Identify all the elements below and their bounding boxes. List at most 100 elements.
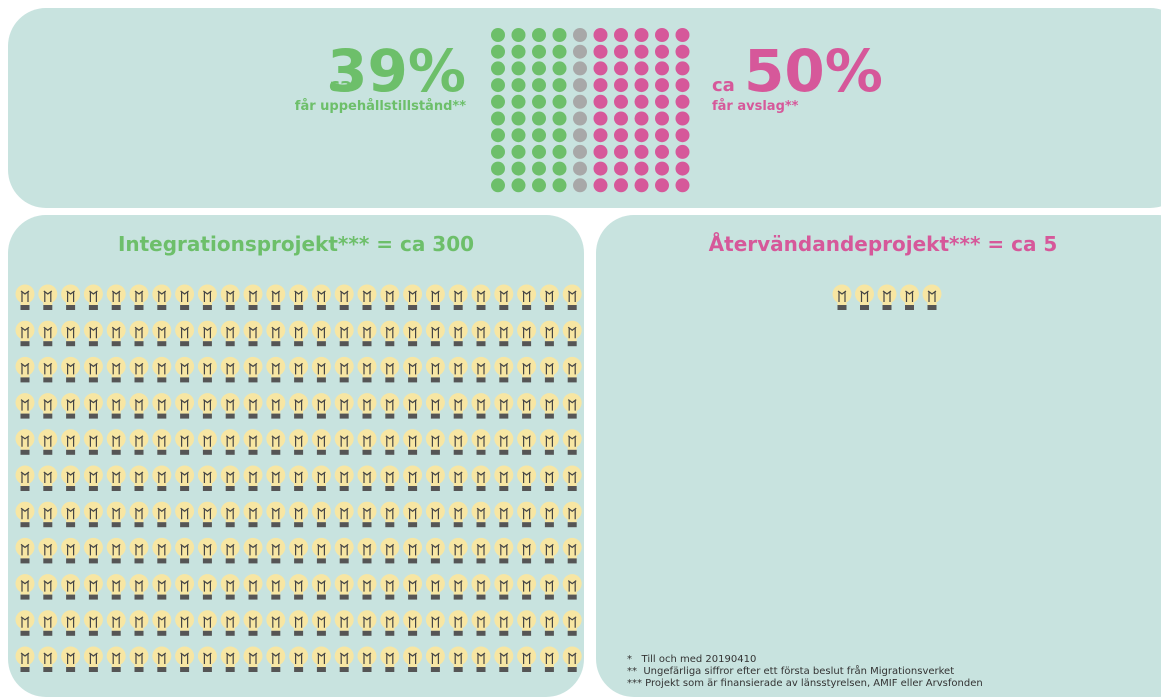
bulb-filament [339, 362, 349, 375]
bulb-neck [927, 301, 937, 305]
bulb-base [567, 305, 577, 310]
bulb-neck [66, 518, 76, 523]
bulb-icon [83, 356, 103, 383]
bulb-filament [203, 543, 212, 556]
bulb-neck [316, 445, 326, 450]
bulb-base [499, 486, 509, 491]
bulb-filament [567, 326, 577, 339]
bulb-filament [385, 435, 395, 447]
bulb-filament [499, 326, 509, 339]
bulb-filament [499, 580, 509, 592]
bulb-base [157, 413, 167, 419]
bulb-base [111, 558, 121, 564]
bulb-neck [882, 301, 892, 305]
bulb-filament [20, 362, 30, 375]
bulb-base [476, 449, 486, 455]
bulb-base [66, 558, 76, 564]
bulb-filament [431, 580, 440, 592]
bulb-neck [476, 409, 486, 414]
bulb-icon [471, 320, 491, 347]
bulb-base [316, 413, 326, 419]
dot [655, 111, 669, 126]
bulb-neck [544, 626, 554, 631]
bulb-base [499, 449, 509, 455]
bulb-icon [494, 429, 514, 455]
dot [614, 28, 628, 42]
bulb-icon [562, 537, 582, 564]
bulb-filament [522, 471, 531, 483]
bulb-base [430, 558, 440, 564]
bulb-filament [225, 362, 235, 375]
bulb-neck [248, 663, 258, 667]
bulb-neck [20, 409, 30, 414]
bulb-filament [203, 362, 212, 375]
bulb-filament [271, 326, 281, 339]
bulb-base [180, 558, 190, 564]
bulb-filament [927, 290, 937, 302]
bulb-base [157, 630, 167, 636]
bulb-filament [294, 399, 303, 411]
bulb-neck [453, 518, 463, 523]
bulb-filament [89, 507, 98, 520]
bulb-icon [334, 574, 354, 600]
bulb-neck [66, 373, 76, 378]
bulb-neck [476, 554, 486, 559]
bulb-neck [111, 301, 121, 305]
bulb-neck [225, 373, 235, 378]
bulb-filament [545, 435, 554, 447]
bulb-icon [129, 356, 149, 383]
dot [552, 28, 567, 42]
bulb-base [248, 413, 258, 419]
bulb-base [225, 341, 235, 347]
bulb-icon [517, 320, 537, 347]
bulb-icon [562, 646, 582, 672]
bulb-base [225, 449, 235, 455]
bulb-filament [248, 616, 258, 628]
bulb-neck [294, 409, 304, 414]
bulb-icon [448, 610, 468, 636]
bulb-filament [43, 507, 53, 520]
bulb-base [134, 558, 144, 564]
bulb-filament [453, 616, 463, 628]
bulb-neck [225, 626, 235, 631]
bulb-filament [271, 616, 281, 628]
bulb-icon [266, 465, 286, 491]
bulb-base [385, 377, 395, 383]
bulb-base [499, 305, 509, 310]
bulb-icon [539, 501, 559, 528]
bulb-base [453, 305, 463, 310]
bulb-icon [266, 501, 286, 528]
bulb-filament [20, 652, 30, 664]
bulb-neck [271, 590, 281, 595]
bulb-filament [248, 362, 258, 375]
bulb-base [837, 305, 847, 310]
bulb-icon [197, 646, 217, 672]
dot [655, 28, 669, 42]
bulb-icon [220, 284, 240, 310]
bulb-icon [289, 646, 309, 672]
bulb-filament [860, 290, 869, 302]
bulb-icon [61, 393, 81, 419]
bulb-neck [544, 445, 554, 450]
bulb-neck [248, 554, 258, 559]
bulb-icon [357, 320, 377, 347]
bulb-filament [317, 290, 326, 302]
bulb-neck [362, 301, 372, 305]
bulb-filament [385, 326, 395, 339]
bulb-neck [20, 301, 30, 305]
dot [532, 144, 546, 159]
bulb-filament [111, 435, 121, 447]
bulb-icon [15, 610, 35, 636]
bulb-filament [225, 543, 235, 556]
bulb-filament [339, 580, 349, 592]
dot [532, 161, 546, 176]
bulb-neck [430, 626, 440, 631]
bulb-filament [180, 543, 189, 556]
bulb-neck [385, 626, 395, 631]
bulb-base [522, 449, 532, 455]
bulb-filament [545, 543, 554, 556]
bulb-base [499, 558, 509, 564]
bulb-filament [248, 326, 258, 339]
dot [675, 44, 690, 59]
bulb-base [905, 305, 914, 310]
